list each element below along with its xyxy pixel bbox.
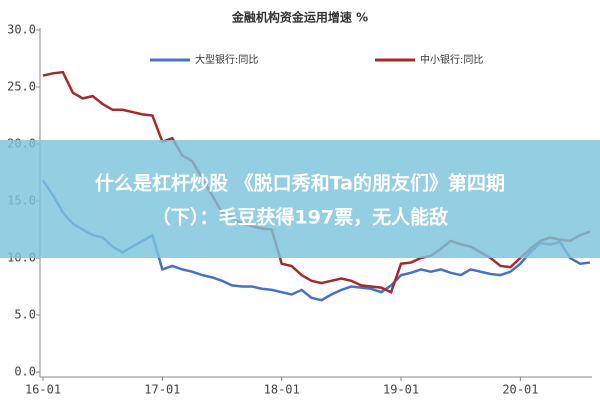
- y-tick-label: 0.0: [14, 365, 36, 379]
- x-tick-label: 18-01: [264, 383, 300, 397]
- chart-title: 金融机构资金运用增速 %: [231, 10, 368, 25]
- x-tick-label: 16-01: [25, 383, 61, 397]
- overlay-banner: [0, 140, 600, 258]
- y-tick-label: 25.0: [7, 80, 36, 94]
- overlay-text: 什么是杠杆炒股 《脱口秀和Ta的朋友们》第四期: [95, 172, 505, 195]
- y-tick-label: 30.0: [7, 23, 36, 37]
- y-tick-label: 5.0: [14, 308, 36, 322]
- overlay-text: （下）：毛豆获得197票，无人能敌: [152, 206, 448, 229]
- line-series: [42, 70, 591, 294]
- x-tick-label: 20-01: [502, 383, 538, 397]
- legend-label: 中小银行:同比: [420, 53, 483, 66]
- legend-label: 大型银行:同比: [195, 53, 258, 66]
- x-tick-label: 19-01: [383, 383, 419, 397]
- x-tick-label: 17-01: [144, 383, 180, 397]
